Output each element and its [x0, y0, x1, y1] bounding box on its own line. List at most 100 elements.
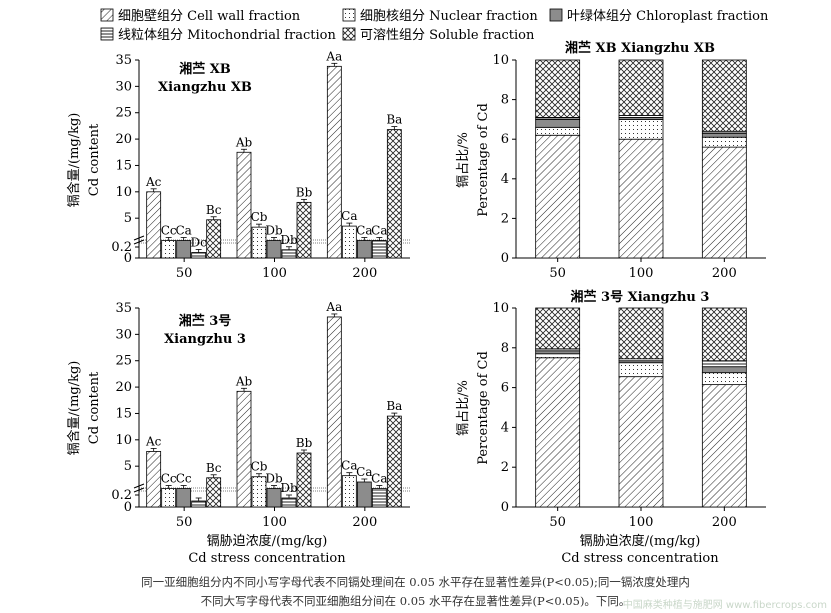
right-xlabel-en: Cd stress concentration [561, 551, 719, 566]
panel-title-cn: 湘苎 3号 [179, 313, 232, 329]
bar-mitochondrial [281, 249, 297, 259]
significance-label: Ac [145, 434, 162, 448]
significance-label: Ba [386, 399, 402, 413]
bar-nuclear [341, 225, 357, 259]
panel-title-en: Xiangzhu 3 [164, 332, 246, 347]
y-tick-label: 15 [115, 158, 132, 173]
significance-label: Dc [190, 236, 207, 250]
bar-nuclear [251, 226, 267, 259]
y-tick-label: 6 [501, 381, 509, 396]
significance-label: Ca [341, 209, 357, 223]
bar-soluble [296, 201, 312, 259]
y-tick-label: 6 [501, 132, 509, 147]
y-tick-label: 10 [492, 301, 509, 316]
left-xlabel-cn: 镉胁迫浓度/(mg/kg) [207, 533, 328, 549]
bar-mitochondrial [281, 497, 297, 508]
bar-chloroplast [176, 240, 192, 259]
bar-mitochondrial [371, 240, 387, 259]
legend-swatch [100, 27, 114, 41]
stack-segment-soluble [701, 307, 747, 362]
bar-cell-wall [326, 65, 342, 259]
panel-title: 湘苎 XB Xiangzhu XB [565, 40, 715, 56]
significance-label: Cc [176, 472, 192, 486]
stack-segment-soluble [618, 59, 664, 116]
legend: 细胞壁组分 Cell wall fraction 细胞核组分 Nuclear f… [100, 8, 769, 43]
y-tick-label: 0.2 [111, 488, 132, 503]
stack-segment-cell-wall [535, 357, 581, 508]
stack-segment-cell-wall [701, 146, 747, 259]
bar-soluble [386, 129, 402, 259]
stack-segment-nuclear [701, 372, 747, 386]
significance-label: Db [280, 233, 298, 247]
left-ylabel-cn-bottom: 镉含量/(mg/kg) [66, 361, 82, 456]
x-tick-label: 50 [549, 515, 566, 530]
significance-label: Ca [341, 459, 357, 473]
right-ylabel-en-bottom: Percentage of Cd [476, 351, 491, 465]
x-tick-label: 200 [352, 515, 377, 530]
chart-panel-xiangzhu-3-content: 00.2 5 10 15 20 25 30 35 湘苎 3号 Xiangzhu 3 Ac Cc Cc Bc… [111, 300, 410, 530]
y-tick-label: 0 [124, 251, 132, 266]
y-tick-label: 25 [115, 354, 132, 369]
significance-label: Bc [206, 461, 222, 475]
left-ylabel-en-top: Cd content [87, 123, 102, 196]
y-tick-label: 35 [115, 301, 132, 316]
bar-soluble [296, 452, 312, 508]
panel-title-en: Xiangzhu XB [158, 80, 252, 95]
panel-title-cn: 湘苎 XB [179, 61, 231, 77]
y-tick-label: 8 [501, 341, 509, 356]
significance-label: Cc [161, 224, 177, 238]
y-tick-label: 10 [492, 53, 509, 68]
significance-label: Ca [356, 224, 372, 238]
y-tick-label: 0 [124, 500, 132, 515]
significance-label: Ca [175, 224, 191, 238]
x-tick-label: 50 [176, 266, 193, 281]
bar-cell-wall [236, 151, 252, 259]
legend-item-chloroplast: 叶绿体组分 Chloroplast fraction [549, 8, 769, 24]
legend-label: 细胞核组分 Nuclear fraction [360, 9, 538, 24]
y-tick-label: 10 [115, 185, 132, 200]
x-tick-label: 200 [712, 515, 737, 530]
bar-soluble [206, 219, 222, 259]
bar-chloroplast [266, 240, 282, 259]
significance-label: Ba [386, 113, 402, 127]
stack-segment-chloroplast [535, 119, 581, 128]
left-ylabel-cn-top: 镉含量/(mg/kg) [66, 113, 82, 208]
axis-break-mark [133, 235, 145, 245]
legend-label: 叶绿体组分 Chloroplast fraction [567, 9, 769, 24]
y-tick-label: 15 [115, 406, 132, 421]
y-tick-label: 35 [115, 53, 132, 68]
legend-item-cell-wall: 细胞壁组分 Cell wall fraction [100, 8, 301, 24]
legend-swatch [100, 8, 114, 22]
x-tick-label: 200 [712, 266, 737, 281]
significance-label: Aa [325, 49, 342, 63]
legend-item-nuclear: 细胞核组分 Nuclear fraction [342, 8, 538, 24]
chart-panel-xiangzhu-xb-percentage: 0 2 4 6 8 10 湘苎 XB Xiangzhu XB 50 100 200 [492, 40, 766, 281]
legend-label: 细胞壁组分 Cell wall fraction [118, 9, 301, 24]
y-tick-label: 20 [115, 380, 132, 395]
legend-swatch [549, 8, 563, 22]
bar-chloroplast [356, 240, 372, 259]
y-tick-label: 4 [501, 172, 509, 187]
stack-segment-soluble [618, 307, 664, 360]
y-tick-label: 5 [124, 211, 132, 226]
legend-swatch [342, 27, 356, 41]
bar-nuclear [341, 475, 357, 508]
stack-segment-cell-wall [701, 384, 747, 508]
bar-mitochondrial [191, 252, 207, 259]
significance-label: Bb [296, 436, 313, 450]
stack-segment-mitochondrial [701, 360, 747, 368]
stack-segment-cell-wall [618, 138, 664, 259]
stack-segment-nuclear [535, 126, 581, 136]
y-tick-label: 2 [501, 460, 509, 475]
stack-segment-cell-wall [618, 376, 664, 508]
right-ylabel-cn-bottom: 镉占比/% [455, 380, 471, 436]
right-ylabel-en-top: Percentage of Cd [476, 103, 491, 217]
stack-segment-soluble [701, 59, 747, 132]
x-tick-label: 50 [549, 266, 566, 281]
significance-label: Db [280, 481, 298, 495]
stack-segment-chloroplast [701, 132, 747, 138]
stack-segment-chloroplast [535, 350, 581, 355]
bar-nuclear [161, 488, 177, 508]
x-tick-label: 100 [262, 515, 287, 530]
